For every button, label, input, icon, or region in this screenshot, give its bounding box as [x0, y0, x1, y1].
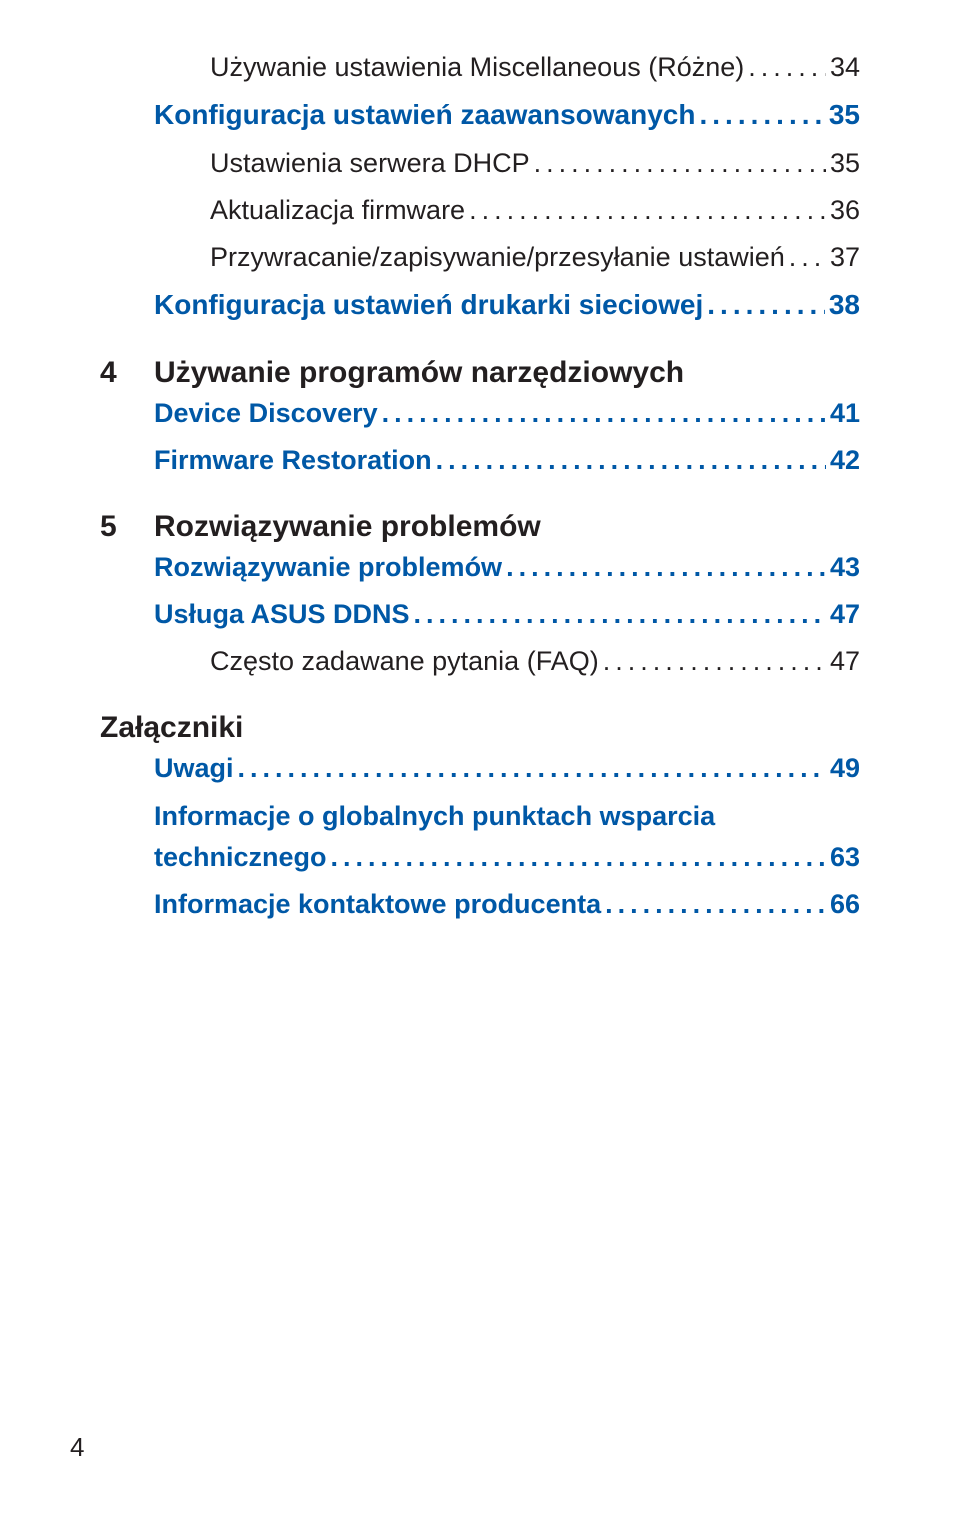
footer-page-number: 4 — [70, 1432, 84, 1463]
toc-page-number: 35 — [829, 95, 860, 136]
toc-page-number: 38 — [829, 285, 860, 326]
toc-page-number: 43 — [830, 548, 860, 587]
toc-label: Konfiguracja ustawień zaawansowanych — [154, 95, 695, 136]
toc-entry[interactable]: Informacje kontaktowe producenta 66 — [100, 885, 860, 924]
toc-page: Używanie ustawienia Miscellaneous (Różne… — [0, 0, 960, 924]
toc-dots — [238, 749, 826, 788]
toc-page-number: 37 — [830, 238, 860, 277]
toc-dots — [414, 595, 826, 634]
toc-page-number: 34 — [830, 48, 860, 87]
chapter-number: 5 — [100, 510, 154, 544]
toc-page-number: 35 — [830, 144, 860, 183]
toc-label: Ustawienia serwera DHCP — [210, 144, 530, 183]
toc-dots — [605, 885, 826, 924]
toc-label: Rozwiązywanie problemów — [154, 548, 502, 587]
toc-label: Często zadawane pytania (FAQ) — [210, 642, 599, 681]
chapter-heading: 5 Rozwiązywanie problemów — [100, 510, 860, 544]
chapter-title: Używanie programów narzędziowych — [154, 356, 684, 390]
chapter-number: 4 — [100, 356, 154, 390]
toc-label: Przywracanie/zapisywanie/przesyłanie ust… — [210, 238, 785, 277]
toc-entry-multiline-1[interactable]: Informacje o globalnych punktach wsparci… — [100, 797, 860, 836]
toc-page-number: 41 — [830, 394, 860, 433]
toc-label: Usługa ASUS DDNS — [154, 595, 410, 634]
toc-entry: Aktualizacja firmware 36 — [100, 191, 860, 230]
toc-label: Uwagi — [154, 749, 234, 788]
toc-entry: Przywracanie/zapisywanie/przesyłanie ust… — [100, 238, 860, 277]
toc-label: Aktualizacja firmware — [210, 191, 465, 230]
toc-dots — [699, 95, 824, 136]
section-heading: Załączniki — [100, 711, 860, 745]
toc-dots — [534, 144, 826, 183]
toc-page-number: 42 — [830, 441, 860, 480]
toc-entry: Ustawienia serwera DHCP 35 — [100, 144, 860, 183]
toc-label: Device Discovery — [154, 394, 378, 433]
toc-page-number: 49 — [830, 749, 860, 788]
toc-dots — [603, 642, 826, 681]
chapter-heading: 4 Używanie programów narzędziowych — [100, 356, 860, 390]
toc-dots — [436, 441, 826, 480]
toc-dots — [789, 238, 826, 277]
chapter-title: Rozwiązywanie problemów — [154, 510, 541, 544]
toc-dots — [331, 838, 826, 877]
toc-entry[interactable]: Firmware Restoration 42 — [100, 441, 860, 480]
toc-dots — [506, 548, 826, 587]
toc-entry[interactable]: Device Discovery 41 — [100, 394, 860, 433]
toc-dots — [707, 285, 825, 326]
toc-page-number: 63 — [830, 838, 860, 877]
toc-entry[interactable]: Uwagi 49 — [100, 749, 860, 788]
toc-entry-multiline-2[interactable]: technicznego 63 — [100, 838, 860, 877]
toc-label: Informacje o globalnych punktach wsparci… — [154, 801, 715, 831]
toc-dots — [469, 191, 826, 230]
toc-label: Informacje kontaktowe producenta — [154, 885, 601, 924]
toc-entry: Używanie ustawienia Miscellaneous (Różne… — [100, 48, 860, 87]
toc-label: Konfiguracja ustawień drukarki sieciowej — [154, 285, 703, 326]
toc-label: Firmware Restoration — [154, 441, 432, 480]
toc-label: technicznego — [154, 838, 327, 877]
toc-entry[interactable]: Usługa ASUS DDNS 47 — [100, 595, 860, 634]
toc-dots — [382, 394, 826, 433]
toc-entry[interactable]: Konfiguracja ustawień zaawansowanych 35 — [100, 95, 860, 136]
toc-page-number: 47 — [830, 595, 860, 634]
toc-entry[interactable]: Konfiguracja ustawień drukarki sieciowej… — [100, 285, 860, 326]
toc-entry: Często zadawane pytania (FAQ) 47 — [100, 642, 860, 681]
toc-page-number: 36 — [830, 191, 860, 230]
toc-label: Używanie ustawienia Miscellaneous (Różne… — [210, 48, 744, 87]
toc-entry[interactable]: Rozwiązywanie problemów 43 — [100, 548, 860, 587]
toc-dots — [748, 48, 826, 87]
toc-page-number: 66 — [830, 885, 860, 924]
toc-page-number: 47 — [830, 642, 860, 681]
